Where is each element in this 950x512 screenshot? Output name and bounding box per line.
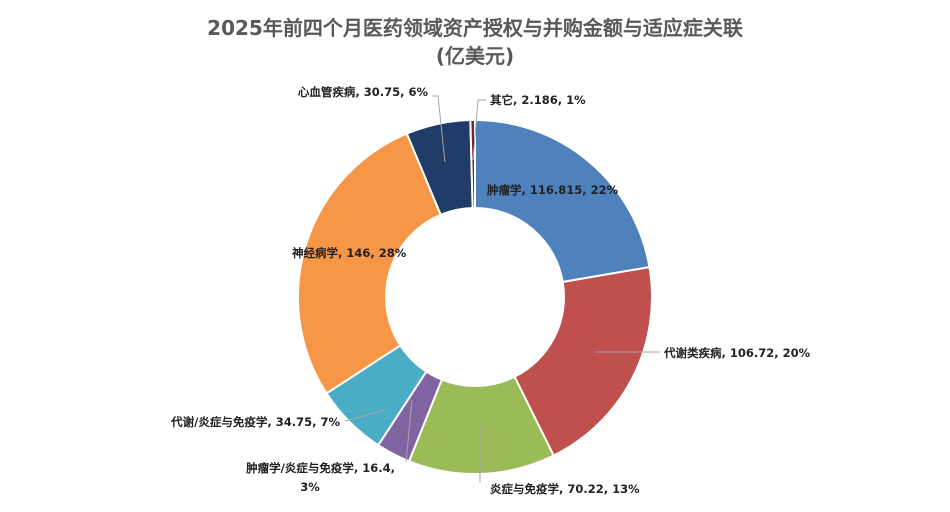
data-label: 肿瘤学, 116.815, 22%	[487, 183, 619, 197]
data-label: 炎症与免疫学, 70.22, 13%	[490, 482, 640, 496]
donut-slice	[474, 118, 651, 284]
leader-line	[472, 99, 486, 161]
data-label: 代谢类疾病, 106.72, 20%	[663, 346, 811, 360]
data-label: 心血管疾病, 30.75, 6%	[298, 85, 429, 99]
chart-subtitle: (亿美元)	[435, 44, 515, 68]
data-label: 其它, 2.186, 1%	[490, 93, 586, 107]
donut-slice	[469, 118, 476, 210]
data-label: 神经病学, 146, 28%	[292, 246, 407, 260]
donut-slice	[513, 265, 653, 457]
data-label: 代谢/炎症与免疫学, 34.75, 7%	[170, 415, 340, 429]
chart-title: 2025年前四个月医药领域资产授权与并购金额与适应症关联	[207, 16, 743, 40]
data-label: 肿瘤学/炎症与免疫学, 16.4,	[246, 461, 395, 475]
leader-line	[432, 95, 446, 163]
leader-line	[405, 399, 413, 463]
donut-slice	[297, 132, 443, 395]
leader-line	[344, 409, 386, 422]
data-label-line2: 3%	[300, 480, 320, 494]
